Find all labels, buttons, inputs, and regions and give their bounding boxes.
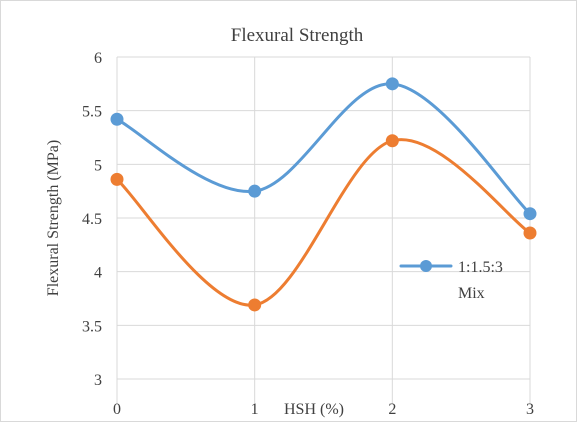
y-tick-label: 5.5 xyxy=(82,104,102,121)
series-2-point xyxy=(523,226,537,240)
y-axis-title: Flexural Strength (MPa) xyxy=(45,140,62,296)
series-2-point xyxy=(110,172,124,186)
series-line-2 xyxy=(115,138,532,307)
y-tick-label: 4 xyxy=(94,265,102,282)
x-tick-label: 0 xyxy=(113,401,121,418)
series-layer xyxy=(110,77,537,312)
y-tick-label: 5 xyxy=(94,157,102,174)
x-tick-label: 1 xyxy=(251,401,259,418)
chart-title: Flexural Strength xyxy=(231,25,364,46)
x-tick-label: 2 xyxy=(388,401,396,418)
y-tick-label: 3.5 xyxy=(82,318,102,335)
legend-label-line-2: Mix xyxy=(458,285,485,302)
legend-marker-1-1-5-3-mix xyxy=(420,260,432,272)
series-2-point xyxy=(248,298,262,312)
x-axis-title: HSH (%) xyxy=(284,401,344,418)
series-1-point xyxy=(385,77,399,91)
gridlines xyxy=(116,56,531,404)
series-1-point xyxy=(523,207,537,221)
legend-label-line-1: 1:1.5:3 xyxy=(458,259,503,276)
tick-labels: 3 3.5 4 4.5 5 5.5 6 0 1 2 3 xyxy=(82,50,534,418)
series-2-point xyxy=(385,134,399,148)
series-1-point xyxy=(248,184,262,198)
y-tick-label: 4.5 xyxy=(82,211,102,228)
series-1-point xyxy=(110,112,124,126)
legend: 1:1.5:3 Mix xyxy=(399,259,503,302)
x-tick-label: 3 xyxy=(526,401,534,418)
y-tick-label: 6 xyxy=(94,50,102,67)
series-line-1 xyxy=(115,82,532,216)
y-tick-label: 3 xyxy=(94,372,102,389)
